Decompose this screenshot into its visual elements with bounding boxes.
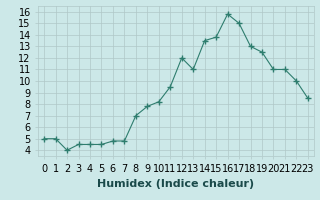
- X-axis label: Humidex (Indice chaleur): Humidex (Indice chaleur): [97, 179, 255, 189]
